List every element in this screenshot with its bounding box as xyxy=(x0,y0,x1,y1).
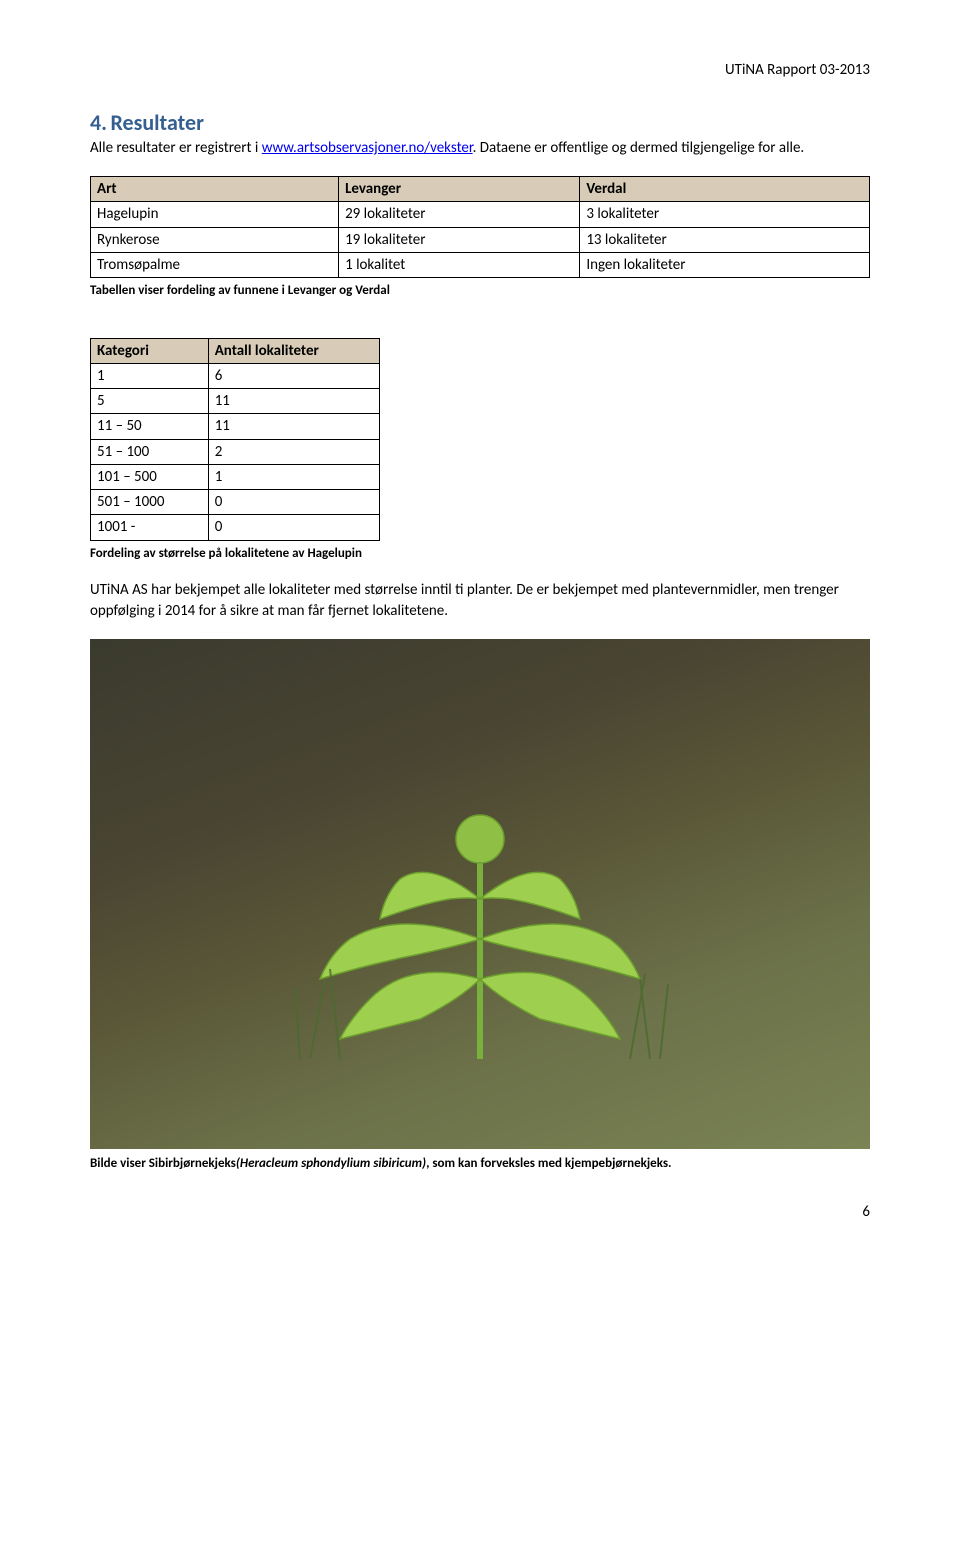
table-row: 101 – 5001 xyxy=(91,464,380,489)
table1-caption: Tabellen viser fordeling av funnene i Le… xyxy=(90,282,870,300)
col-header: Verdal xyxy=(580,177,870,202)
plant-photo xyxy=(90,639,870,1149)
cell: 11 xyxy=(208,414,379,439)
cell: 11 – 50 xyxy=(91,414,209,439)
intro-text-post: . Dataene er offentlige og dermed tilgje… xyxy=(473,139,805,157)
cell: 19 lokaliteter xyxy=(339,227,580,252)
cell: 1 xyxy=(208,464,379,489)
cell: 1001 - xyxy=(91,515,209,540)
table-row: 511 xyxy=(91,389,380,414)
species-table: Art Levanger Verdal Hagelupin 29 lokalit… xyxy=(90,176,870,278)
cell: 501 – 1000 xyxy=(91,490,209,515)
image-caption: Bilde viser Sibirbjørnekjeks(Heracleum s… xyxy=(90,1155,870,1173)
cell: 5 xyxy=(91,389,209,414)
intro-paragraph: Alle resultater er registrert i www.arts… xyxy=(90,138,870,158)
caption-pre: Bilde viser Sibirbjørnekjeks xyxy=(90,1156,236,1171)
cell: 101 – 500 xyxy=(91,464,209,489)
section-heading: 4. Resultater xyxy=(90,108,870,138)
cell: 51 – 100 xyxy=(91,439,209,464)
cell: 11 xyxy=(208,389,379,414)
section-number: 4. xyxy=(90,109,107,136)
table-row: Rynkerose 19 lokaliteter 13 lokaliteter xyxy=(91,227,870,252)
col-header: Antall lokaliteter xyxy=(208,338,379,363)
cell: 2 xyxy=(208,439,379,464)
caption-latin: (Heracleum sphondylium sibiricum) xyxy=(236,1156,426,1171)
cell: 29 lokaliteter xyxy=(339,202,580,227)
page-number: 6 xyxy=(90,1202,870,1222)
cell: 0 xyxy=(208,515,379,540)
table-row: Tromsøpalme 1 lokalitet Ingen lokalitete… xyxy=(91,252,870,277)
cell: Ingen lokaliteter xyxy=(580,252,870,277)
report-header: UTiNA Rapport 03-2013 xyxy=(90,60,870,80)
table2-caption: Fordeling av størrelse på lokalitetene a… xyxy=(90,545,870,563)
cell: 1 xyxy=(91,363,209,388)
table-row: 16 xyxy=(91,363,380,388)
col-header: Art xyxy=(91,177,339,202)
body-paragraph: UTiNA AS har bekjempet alle lokaliteter … xyxy=(90,580,870,621)
cell: 3 lokaliteter xyxy=(580,202,870,227)
col-header: Levanger xyxy=(339,177,580,202)
intro-text-pre: Alle resultater er registrert i xyxy=(90,139,262,157)
cell: 0 xyxy=(208,490,379,515)
cell: Rynkerose xyxy=(91,227,339,252)
cell: Hagelupin xyxy=(91,202,339,227)
section-title: Resultater xyxy=(110,109,203,136)
table-header-row: Kategori Antall lokaliteter xyxy=(91,338,380,363)
category-table: Kategori Antall lokaliteter 16 511 11 – … xyxy=(90,338,380,541)
cell: 13 lokaliteter xyxy=(580,227,870,252)
observations-link[interactable]: www.artsobservasjoner.no/vekster xyxy=(262,139,473,157)
table-row: 51 – 1002 xyxy=(91,439,380,464)
table-row: 1001 -0 xyxy=(91,515,380,540)
table-header-row: Art Levanger Verdal xyxy=(91,177,870,202)
caption-post: , som kan forveksles med kjempebjørnekje… xyxy=(426,1156,671,1171)
cell: Tromsøpalme xyxy=(91,252,339,277)
cell: 1 lokalitet xyxy=(339,252,580,277)
table-row: 11 – 5011 xyxy=(91,414,380,439)
col-header: Kategori xyxy=(91,338,209,363)
cell: 6 xyxy=(208,363,379,388)
table-row: Hagelupin 29 lokaliteter 3 lokaliteter xyxy=(91,202,870,227)
plant-illustration xyxy=(290,779,670,1059)
table-row: 501 – 10000 xyxy=(91,490,380,515)
